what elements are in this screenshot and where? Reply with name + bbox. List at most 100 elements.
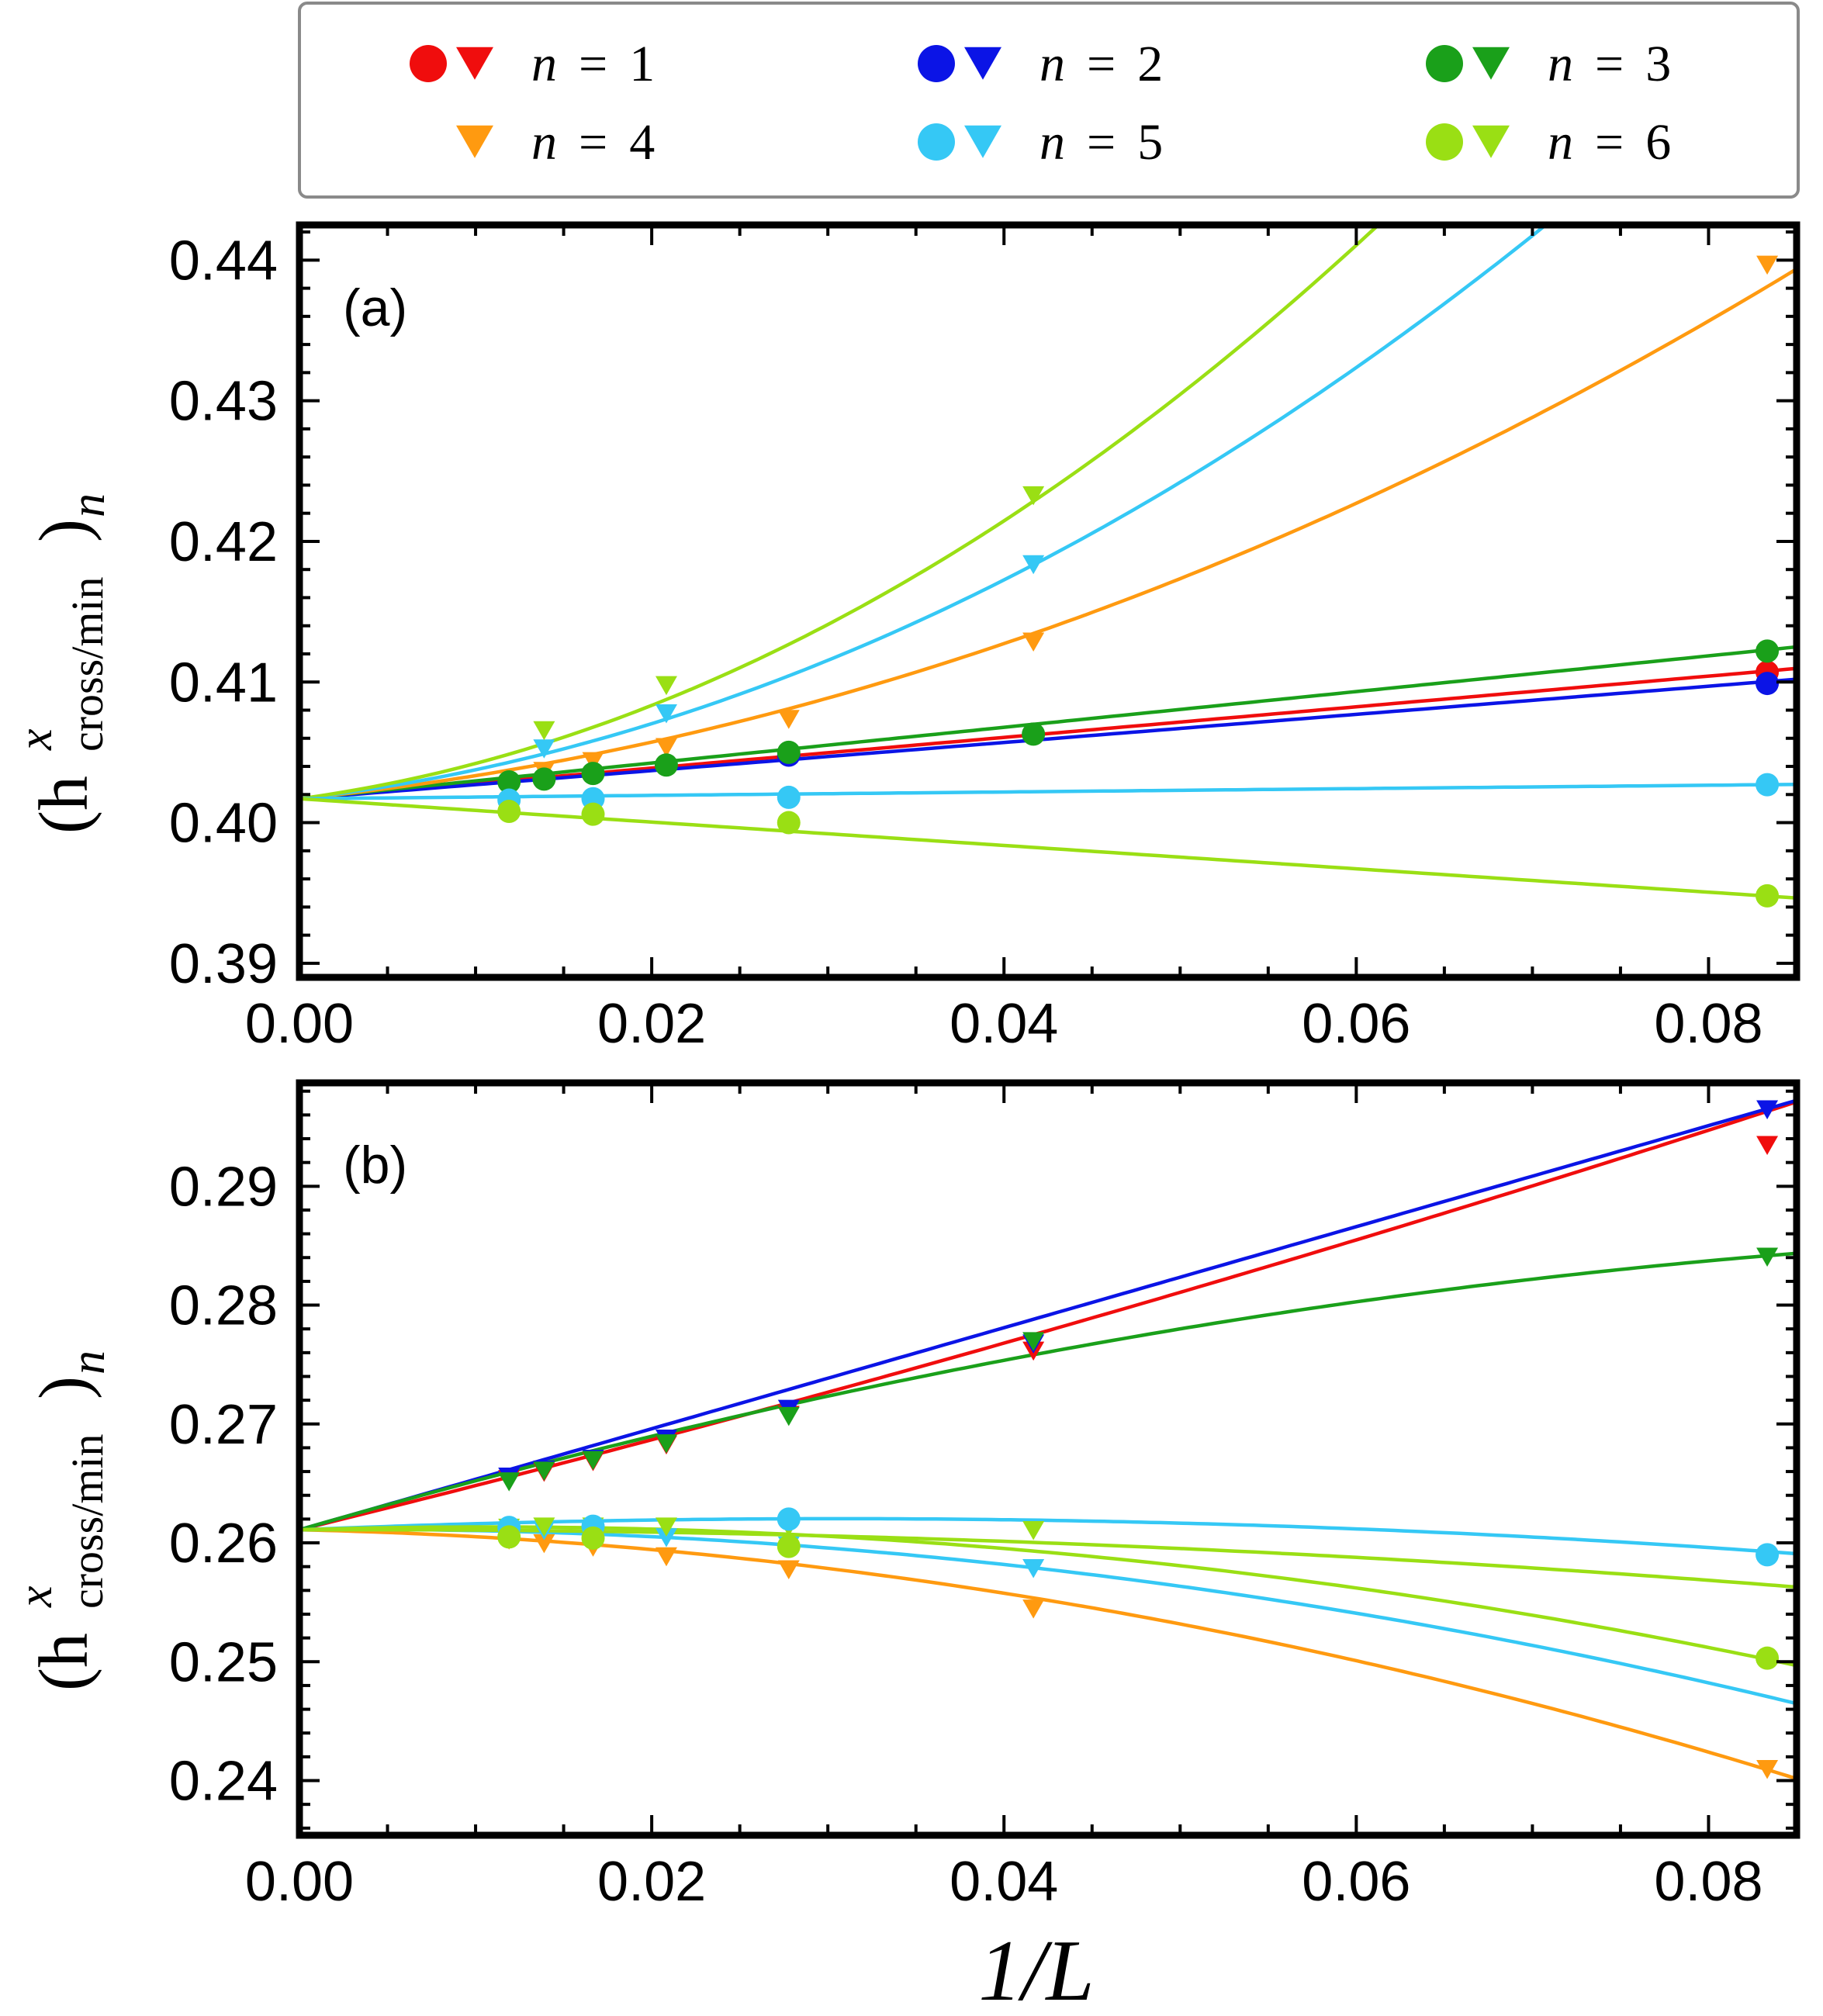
- point-triangle-n6: [533, 721, 555, 741]
- plot-area-a: 0.00 0.02 0.04 0.06 0.08 0.39 0.40 0.41 0.42 0.43…: [169, 221, 1801, 1055]
- point-triangle-n4: [582, 752, 604, 772]
- point-circle-n6: [777, 811, 801, 835]
- point-triangle-n3: [655, 1434, 677, 1454]
- point-triangle-n2: [1756, 1100, 1779, 1120]
- chart-panel-a: 0.00 0.02 0.04 0.06 0.08 0.39 0.40 0.41 0.42 0.43…: [169, 221, 1801, 1055]
- legend-label: n = 4: [531, 114, 655, 171]
- point-triangle-n4: [777, 1560, 800, 1580]
- point-triangle-n1: [1756, 1136, 1779, 1155]
- point-triangle-n3: [1022, 1332, 1045, 1351]
- y-title-b-n: n: [62, 1350, 115, 1375]
- point-circle-n3: [497, 769, 521, 794]
- x-tick-label: 0.00: [245, 993, 354, 1055]
- point-triangle-n6: [1022, 1520, 1045, 1541]
- point-triangle-n3: [1756, 1247, 1779, 1267]
- fit-line-n5: [299, 225, 1549, 801]
- y-title-b-sup: x: [9, 1585, 62, 1608]
- legend-label: n = 5: [1039, 114, 1163, 171]
- point-triangle-n5: [655, 1528, 677, 1547]
- fit-line-n2: [299, 677, 1797, 801]
- fit-line-n6: [299, 797, 1797, 900]
- ticks: [298, 1083, 1798, 1835]
- point-circle-n6: [497, 800, 521, 824]
- legend-triangle-marker: [456, 47, 493, 80]
- point-circle-n3: [532, 767, 556, 791]
- plot-area-b: 0.00 0.02 0.04 0.06 0.08 0.24 0.25 0.26 0.27 0.28…: [169, 1079, 1801, 1913]
- y-title-a-open: (h: [26, 776, 102, 834]
- y-tick-label: 0.26: [169, 1513, 278, 1575]
- point-circle-n3: [1756, 639, 1780, 663]
- panel-label-b: (b): [343, 1136, 407, 1195]
- point-triangle-n4: [1756, 1759, 1779, 1779]
- point-triangle-n5: [655, 704, 677, 724]
- point-triangle-n6: [533, 1517, 555, 1537]
- point-triangle-n5: [1022, 1559, 1045, 1579]
- legend-label: n = 3: [1548, 36, 1671, 92]
- x-tick-label: 0.08: [1654, 1851, 1762, 1913]
- legend-label: n = 1: [531, 36, 655, 92]
- point-triangle-n3: [498, 1472, 521, 1492]
- point-triangle-n4: [533, 1534, 555, 1554]
- x-tick-label: 0.02: [597, 993, 706, 1055]
- y-title-a-close: ): [26, 519, 102, 542]
- legend-circle-marker: [410, 45, 447, 82]
- point-circle-n3: [654, 753, 678, 777]
- legend-circle-marker: [1426, 123, 1463, 161]
- y-tick-label: 0.44: [169, 230, 278, 292]
- ticks: [298, 225, 1798, 977]
- fit-line-n6: [299, 1525, 1797, 1668]
- legend-frame: [298, 2, 1800, 199]
- y-tick-label: 0.27: [169, 1394, 278, 1456]
- plot-frame: [296, 221, 1801, 981]
- legend-entry-n2: n = 2: [918, 36, 1163, 92]
- point-triangle-n6: [1022, 486, 1045, 506]
- point-triangle-n4: [1022, 1599, 1045, 1619]
- legend-circle-marker: [1426, 45, 1463, 82]
- point-triangle-n3: [777, 1406, 800, 1426]
- data-points: [497, 255, 1780, 908]
- point-triangle-n3: [582, 1451, 604, 1471]
- legend-entry-n1: n = 1: [410, 36, 655, 92]
- y-tick-label: 0.39: [169, 933, 278, 995]
- point-circle-n5: [777, 785, 801, 809]
- legend-circle-marker: [918, 45, 955, 82]
- point-triangle-n3: [533, 1461, 555, 1481]
- y-title-a-sup: x: [9, 728, 62, 751]
- point-circle-n6: [497, 1525, 521, 1549]
- x-tick-label: 0.08: [1654, 993, 1762, 1055]
- legend-entry-n6: n = 6: [1426, 114, 1671, 171]
- legend-entry-n4: n = 4: [456, 114, 655, 171]
- fit-curves: [299, 1098, 1797, 1781]
- x-tick-label: 0.04: [950, 993, 1058, 1055]
- chart-panel-b: 0.00 0.02 0.04 0.06 0.08 0.24 0.25 0.26 0.27 0.28…: [169, 1079, 1801, 1913]
- point-triangle-n6: [655, 1517, 677, 1537]
- y-title-b-close: ): [26, 1376, 102, 1399]
- point-circle-n6: [1756, 1646, 1780, 1670]
- fit-line-n5: [299, 782, 1797, 801]
- point-circle-n5: [777, 1507, 801, 1531]
- point-triangle-n4: [1756, 255, 1779, 275]
- point-circle-n5: [1756, 773, 1780, 797]
- point-circle-n6: [777, 1534, 801, 1558]
- legend-triangle-marker: [1472, 125, 1510, 158]
- point-circle-n5: [1756, 1543, 1780, 1567]
- point-triangle-n4: [777, 710, 800, 729]
- y-title-a-sub: cross/min: [62, 576, 112, 752]
- y-tick-label: 0.29: [169, 1156, 278, 1218]
- point-circle-n2: [1756, 672, 1780, 696]
- fit-line-n5: [299, 1516, 1797, 1556]
- y-tick-label: 0.43: [169, 371, 278, 433]
- legend: n = 1 n = 2 n = 3 n = 4 n = 5 n = 6: [298, 2, 1800, 199]
- x-tick-label: 0.06: [1302, 993, 1410, 1055]
- point-triangle-n6: [655, 676, 677, 696]
- legend-entry-n5: n = 5: [918, 114, 1163, 171]
- y-tick-label: 0.25: [169, 1631, 278, 1693]
- y-axis-title-b: (h x cross/min ) n: [9, 1350, 115, 1691]
- y-tick-label: 0.42: [169, 511, 278, 573]
- fit-line-n2: [299, 1098, 1797, 1532]
- fit-line-n3: [299, 645, 1797, 801]
- panel-label-a: (a): [343, 278, 407, 337]
- point-circle-n6: [1756, 884, 1780, 908]
- x-tick-label: 0.04: [950, 1851, 1058, 1913]
